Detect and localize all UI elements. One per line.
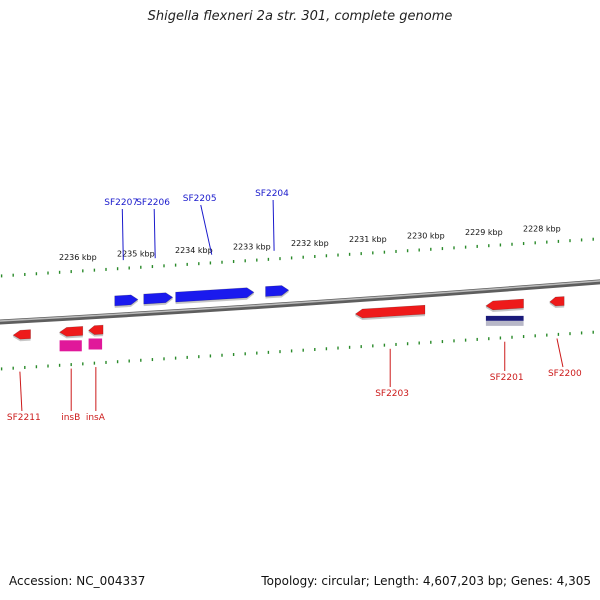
gene-label-sf2211: SF2211 — [7, 413, 41, 423]
gene-callout-line — [19, 371, 23, 412]
gene-label-sf2205: SF2205 — [183, 194, 217, 204]
forward-gene-sf2204[interactable] — [265, 285, 290, 297]
scale-label-2236: 2236 kbp — [59, 253, 97, 262]
genome-summary-text: Topology: circular; Length: 4,607,203 bp… — [261, 574, 591, 588]
forward-gene-sf2206-shadow — [143, 297, 173, 307]
forward-gene-sf2205[interactable] — [175, 287, 255, 303]
gene-label-sf2203: SF2203 — [375, 389, 409, 399]
reverse-gene-insa[interactable] — [88, 324, 104, 335]
scale-label-2228: 2228 kbp — [523, 224, 561, 233]
reverse-gene-insb-shadow — [59, 332, 83, 339]
scale-label-2231: 2231 kbp — [349, 235, 387, 244]
reverse-gene-sf2201[interactable] — [485, 298, 524, 311]
feature-block-shadow — [485, 320, 524, 326]
genome-backbone — [0, 279, 600, 325]
reverse-gene-sf2203[interactable] — [354, 304, 426, 319]
reverse-gene-sf2203-shadow — [355, 313, 425, 321]
gene-callout-line — [200, 204, 213, 255]
scale-labels: 2236 kbp 2235 kbp 2234 kbp 2233 kbp 2232 kbp… — [59, 224, 561, 262]
gene-callout-line — [556, 338, 564, 368]
insertion-element-insa[interactable] — [88, 338, 103, 350]
reverse-gene-sf2211-shadow — [13, 335, 31, 342]
forward-gene-sf2207[interactable] — [114, 294, 139, 307]
gene-callout-line — [272, 199, 275, 251]
insertion-element-insb[interactable] — [59, 340, 82, 352]
accession-text: Accession: NC_004337 — [9, 574, 146, 588]
reverse-gene-sf2200-shadow — [549, 301, 565, 309]
map-title: Shigella flexneri 2a str. 301, complete … — [147, 9, 453, 24]
reverse-gene-insa-shadow — [88, 330, 104, 337]
gene-label-insb: insB — [61, 413, 80, 423]
reverse-gene-insb[interactable] — [59, 326, 84, 337]
gene-label-sf2204: SF2204 — [255, 189, 289, 199]
scale-label-2232: 2232 kbp — [291, 239, 329, 248]
gene-label-insa: insA — [86, 413, 106, 423]
forward-gene-sf2207-shadow — [114, 299, 138, 308]
reverse-gene-sf2211[interactable] — [12, 329, 31, 340]
reverse-gene-sf2201-shadow — [485, 305, 524, 312]
reverse-gene-track — [12, 296, 565, 352]
gene-label-sf2200: SF2200 — [548, 369, 582, 379]
gene-label-sf2201: SF2201 — [490, 373, 524, 383]
scale-label-2230: 2230 kbp — [407, 232, 445, 241]
backbone-shadow — [0, 279, 600, 325]
lower-tick-track — [0, 330, 594, 371]
gene-callout-line — [121, 208, 124, 261]
forward-gene-track — [114, 285, 290, 308]
gene-label-sf2206: SF2206 — [136, 198, 170, 208]
forward-gene-sf2204-shadow — [265, 290, 289, 299]
reverse-gene-sf2200[interactable] — [549, 296, 565, 307]
gene-label-sf2207: SF2207 — [104, 198, 138, 208]
scale-label-2233: 2233 kbp — [233, 242, 271, 251]
feature-block-sf2201[interactable] — [485, 315, 524, 321]
gene-callout-line — [153, 208, 156, 259]
forward-gene-sf2206[interactable] — [143, 292, 174, 305]
scale-label-2234: 2234 kbp — [175, 246, 213, 255]
upper-tick-track — [0, 237, 594, 278]
backbone-highlight — [0, 280, 600, 322]
scale-label-2235: 2235 kbp — [117, 250, 155, 259]
scale-label-2229: 2229 kbp — [465, 228, 503, 237]
forward-gene-sf2205-shadow — [175, 292, 254, 305]
